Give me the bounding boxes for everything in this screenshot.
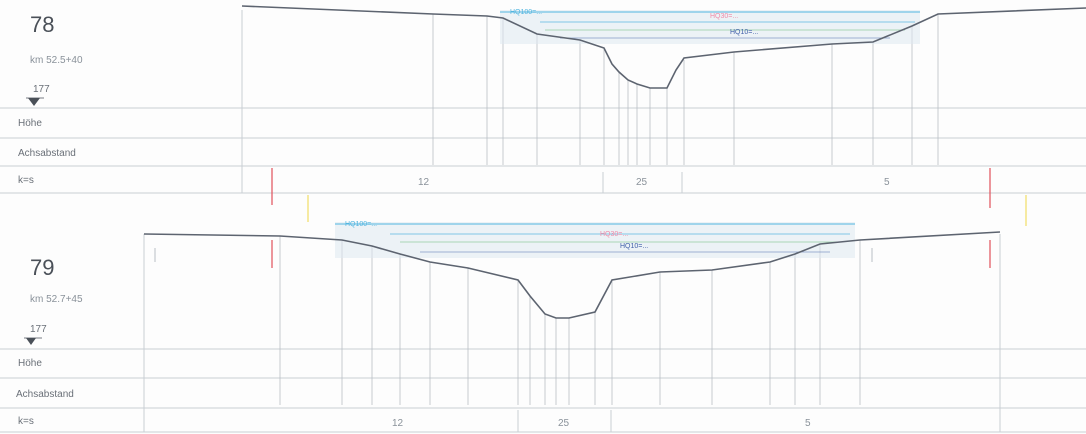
hq100-label-78: HQ100=...: [510, 9, 542, 16]
row-label-k-79: k=s: [18, 416, 34, 427]
row-label-distance-79: Achsabstand: [16, 389, 74, 400]
k-value-78-2: 25: [636, 177, 648, 188]
row-label-distance-78: Achsabstand: [18, 148, 76, 159]
reference-triangle-79-icon: [26, 338, 36, 345]
k-value-79-3: 5: [805, 418, 811, 429]
section-km-78: km 52.5+40: [30, 55, 83, 66]
row-label-k-78: k=s: [18, 175, 34, 186]
k-value-79-2: 25: [558, 418, 570, 429]
k-value-79-1: 12: [392, 418, 404, 429]
hq10-label-79: HQ10=...: [620, 243, 648, 250]
reference-level-78: 177: [33, 84, 50, 95]
section-79-stations: [279, 236, 861, 405]
section-number-78: 78: [30, 12, 55, 37]
row-label-height-79: Höhe: [18, 358, 42, 369]
section-79-grid: [0, 234, 1086, 433]
section-78-water-levels: HQ100=... HQ30=... HQ10=...: [500, 9, 920, 44]
reference-triangle-78-icon: [28, 98, 40, 106]
hq30-label-79: HQ30=...: [600, 231, 628, 238]
row-label-height-78: Höhe: [18, 118, 42, 129]
section-79-profile: [143, 231, 1001, 319]
k-value-78-1: 12: [418, 177, 430, 188]
k-value-78-3: 5: [884, 177, 890, 188]
reference-level-79: 177: [30, 324, 47, 335]
section-78-stations: [432, 14, 939, 165]
section-number-79: 79: [30, 255, 55, 280]
hq100-label-79: HQ100=...: [345, 221, 377, 228]
hq30-label-78: HQ30=...: [710, 13, 738, 20]
section-km-79: km 52.7+45: [30, 294, 83, 305]
hq10-label-78: HQ10=...: [730, 29, 758, 36]
section-78-grid: [0, 10, 1086, 194]
section-78-profile: [241, 5, 1086, 89]
section-79-water-levels: HQ100=... HQ30=... HQ10=...: [335, 221, 855, 258]
